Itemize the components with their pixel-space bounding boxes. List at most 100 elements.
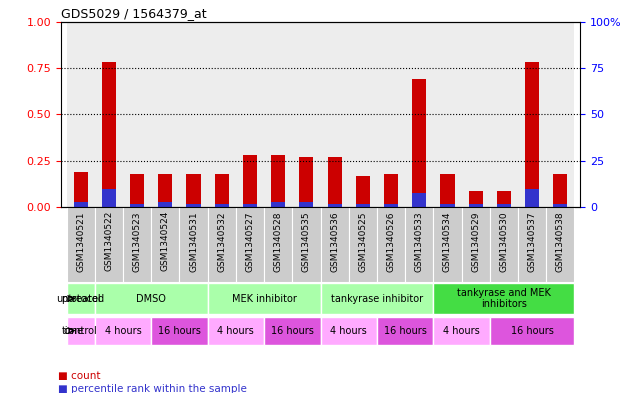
Text: 4 hours: 4 hours xyxy=(330,326,367,336)
Text: tankyrase inhibitor: tankyrase inhibitor xyxy=(331,294,423,303)
Bar xyxy=(158,174,172,208)
Bar xyxy=(67,22,95,208)
FancyBboxPatch shape xyxy=(123,208,151,282)
Text: time: time xyxy=(62,326,83,336)
Bar xyxy=(377,22,405,208)
Bar xyxy=(412,193,426,208)
FancyBboxPatch shape xyxy=(95,208,123,282)
Bar xyxy=(462,22,490,208)
Bar xyxy=(215,174,229,208)
Bar xyxy=(299,202,313,208)
Text: GSM1340524: GSM1340524 xyxy=(161,211,170,272)
Bar xyxy=(151,22,179,208)
FancyBboxPatch shape xyxy=(67,283,95,314)
Text: GSM1340532: GSM1340532 xyxy=(217,211,226,272)
Bar xyxy=(271,202,285,208)
FancyBboxPatch shape xyxy=(349,208,377,282)
Bar xyxy=(405,22,433,208)
FancyBboxPatch shape xyxy=(320,283,433,314)
Bar xyxy=(497,191,511,208)
Bar xyxy=(299,157,313,208)
Text: GSM1340529: GSM1340529 xyxy=(471,211,480,272)
Text: 4 hours: 4 hours xyxy=(443,326,480,336)
FancyBboxPatch shape xyxy=(490,208,518,282)
Text: 16 hours: 16 hours xyxy=(158,326,201,336)
Text: GSM1340523: GSM1340523 xyxy=(133,211,142,272)
Bar xyxy=(292,22,320,208)
Bar xyxy=(553,174,567,208)
Bar xyxy=(179,22,208,208)
FancyBboxPatch shape xyxy=(67,208,95,282)
Bar xyxy=(158,202,172,208)
Text: GSM1340534: GSM1340534 xyxy=(443,211,452,272)
Bar xyxy=(469,204,483,208)
FancyBboxPatch shape xyxy=(151,208,179,282)
Text: 16 hours: 16 hours xyxy=(271,326,313,336)
Text: GSM1340536: GSM1340536 xyxy=(330,211,339,272)
FancyBboxPatch shape xyxy=(95,317,151,345)
Bar xyxy=(130,174,144,208)
FancyBboxPatch shape xyxy=(518,208,546,282)
FancyBboxPatch shape xyxy=(292,208,320,282)
FancyBboxPatch shape xyxy=(208,208,236,282)
Text: GSM1340526: GSM1340526 xyxy=(387,211,395,272)
Bar xyxy=(243,155,257,208)
Bar xyxy=(328,204,342,208)
Bar xyxy=(525,62,539,208)
Bar xyxy=(356,204,370,208)
Text: 4 hours: 4 hours xyxy=(217,326,254,336)
Text: 4 hours: 4 hours xyxy=(104,326,142,336)
FancyBboxPatch shape xyxy=(462,208,490,282)
Text: MEK inhibitor: MEK inhibitor xyxy=(231,294,297,303)
Bar xyxy=(208,22,236,208)
Bar xyxy=(490,22,518,208)
Bar xyxy=(74,172,88,208)
Bar xyxy=(328,157,342,208)
Bar xyxy=(525,189,539,208)
FancyBboxPatch shape xyxy=(179,208,208,282)
Text: GSM1340531: GSM1340531 xyxy=(189,211,198,272)
Bar xyxy=(518,22,546,208)
FancyBboxPatch shape xyxy=(433,283,574,314)
FancyBboxPatch shape xyxy=(264,317,320,345)
Bar xyxy=(95,22,123,208)
Bar xyxy=(187,204,201,208)
Bar xyxy=(74,202,88,208)
Bar xyxy=(469,191,483,208)
Text: GSM1340522: GSM1340522 xyxy=(104,211,113,272)
Text: protocol: protocol xyxy=(62,294,101,303)
Bar xyxy=(264,22,292,208)
Text: GDS5029 / 1564379_at: GDS5029 / 1564379_at xyxy=(61,7,206,20)
FancyBboxPatch shape xyxy=(208,283,320,314)
Bar xyxy=(433,22,462,208)
Text: GSM1340528: GSM1340528 xyxy=(274,211,283,272)
Bar xyxy=(320,22,349,208)
FancyBboxPatch shape xyxy=(320,208,349,282)
Bar xyxy=(553,204,567,208)
Text: control: control xyxy=(63,326,97,336)
FancyBboxPatch shape xyxy=(151,317,208,345)
Bar xyxy=(440,204,454,208)
Bar xyxy=(497,204,511,208)
FancyBboxPatch shape xyxy=(320,317,377,345)
Bar xyxy=(271,155,285,208)
Bar xyxy=(243,204,257,208)
Text: DMSO: DMSO xyxy=(137,294,166,303)
FancyBboxPatch shape xyxy=(405,208,433,282)
FancyBboxPatch shape xyxy=(236,208,264,282)
Text: GSM1340527: GSM1340527 xyxy=(246,211,254,272)
Bar xyxy=(187,174,201,208)
Text: GSM1340535: GSM1340535 xyxy=(302,211,311,272)
Bar xyxy=(384,174,398,208)
Bar xyxy=(356,176,370,208)
Text: tankyrase and MEK
inhibitors: tankyrase and MEK inhibitors xyxy=(457,288,551,309)
Text: ■ count: ■ count xyxy=(58,371,100,381)
Bar xyxy=(123,22,151,208)
Text: GSM1340533: GSM1340533 xyxy=(415,211,424,272)
Bar xyxy=(130,204,144,208)
Bar xyxy=(412,79,426,208)
FancyBboxPatch shape xyxy=(490,317,574,345)
FancyBboxPatch shape xyxy=(95,283,208,314)
FancyBboxPatch shape xyxy=(546,208,574,282)
Text: GSM1340537: GSM1340537 xyxy=(528,211,537,272)
